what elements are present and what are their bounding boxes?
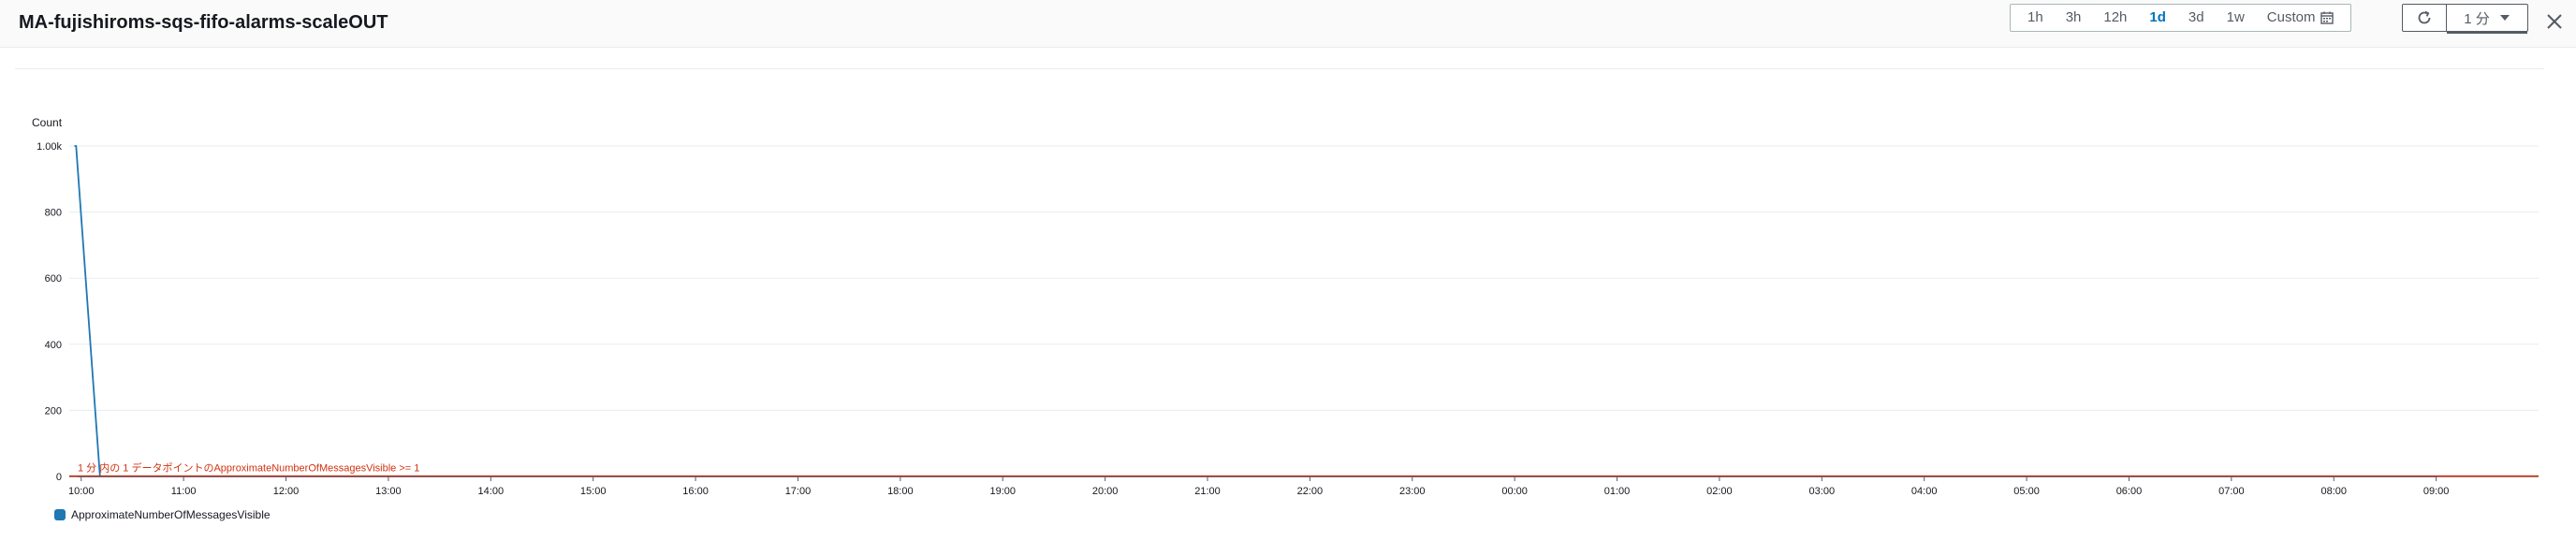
calendar-icon <box>2320 11 2334 24</box>
close-button[interactable] <box>2544 11 2565 32</box>
range-12h[interactable]: 12h <box>2103 9 2128 25</box>
x-tick-label: 02:00 <box>1706 486 1733 497</box>
x-tick-label: 05:00 <box>2013 486 2040 497</box>
x-tick-label: 12:00 <box>273 486 300 497</box>
x-tick-label: 18:00 <box>887 486 914 497</box>
x-tick-label: 22:00 <box>1297 486 1324 497</box>
legend-label: ApproximateNumberOfMessagesVisible <box>71 508 271 521</box>
range-custom[interactable]: Custom <box>2256 5 2346 31</box>
refresh-control: 1 分 <box>2402 4 2528 34</box>
range-1h[interactable]: 1h <box>2027 9 2043 25</box>
modal-header: MA-fujishiroms-sqs-fifo-alarms-scaleOUT … <box>0 0 2576 48</box>
y-tick-label: 400 <box>45 340 62 351</box>
x-tick-label: 10:00 <box>68 486 95 497</box>
time-range-selector: 1h 3h 12h 1d 3d 1w Custom <box>2010 4 2352 32</box>
threshold-label: 1 分 内の 1 データポイントのApproximateNumberOfMess… <box>78 461 419 475</box>
alarm-title: MA-fujishiroms-sqs-fifo-alarms-scaleOUT <box>19 12 388 33</box>
x-tick-label: 08:00 <box>2320 486 2347 497</box>
chart-legend: ApproximateNumberOfMessagesVisible <box>54 508 271 521</box>
x-tick-label: 14:00 <box>478 486 505 497</box>
x-tick-label: 11:00 <box>171 486 197 497</box>
legend-swatch <box>54 509 66 520</box>
y-tick-label: 1.00k <box>37 141 62 153</box>
close-icon <box>2547 14 2562 29</box>
x-tick-label: 19:00 <box>989 486 1016 497</box>
refresh-interval-dropdown[interactable]: 1 分 <box>2447 5 2527 34</box>
refresh-button[interactable] <box>2403 5 2447 31</box>
x-tick-label: 13:00 <box>375 486 402 497</box>
x-tick-label: 23:00 <box>1399 486 1426 497</box>
x-tick-label: 21:00 <box>1194 486 1221 497</box>
range-1d[interactable]: 1d <box>2149 9 2166 25</box>
range-3h[interactable]: 3h <box>2065 9 2082 25</box>
divider <box>15 68 2544 69</box>
x-tick-label: 04:00 <box>1911 486 1938 497</box>
refresh-interval-value: 1 分 <box>2464 10 2490 27</box>
x-tick-label: 06:00 <box>2116 486 2143 497</box>
x-tick-label: 01:00 <box>1604 486 1631 497</box>
range-custom-label: Custom <box>2266 9 2316 25</box>
y-tick-label: 800 <box>45 208 62 219</box>
series-line <box>74 145 2437 477</box>
y-axis-label: Count <box>32 116 63 129</box>
x-tick-label: 07:00 <box>2218 486 2245 497</box>
refresh-icon <box>2418 10 2431 24</box>
range-3d[interactable]: 3d <box>2188 9 2204 25</box>
y-tick-label: 200 <box>45 405 62 417</box>
x-tick-label: 00:00 <box>1501 486 1528 497</box>
caret-down-icon <box>2499 15 2510 21</box>
x-tick-label: 17:00 <box>785 486 812 497</box>
x-tick-label: 16:00 <box>682 486 709 497</box>
x-tick-label: 03:00 <box>1809 486 1836 497</box>
x-tick-label: 20:00 <box>1092 486 1119 497</box>
y-tick-label: 600 <box>45 273 62 285</box>
range-1w[interactable]: 1w <box>2226 9 2245 25</box>
x-tick-label: 09:00 <box>2423 486 2450 497</box>
x-tick-label: 15:00 <box>580 486 607 497</box>
y-tick-label: 0 <box>56 472 62 483</box>
